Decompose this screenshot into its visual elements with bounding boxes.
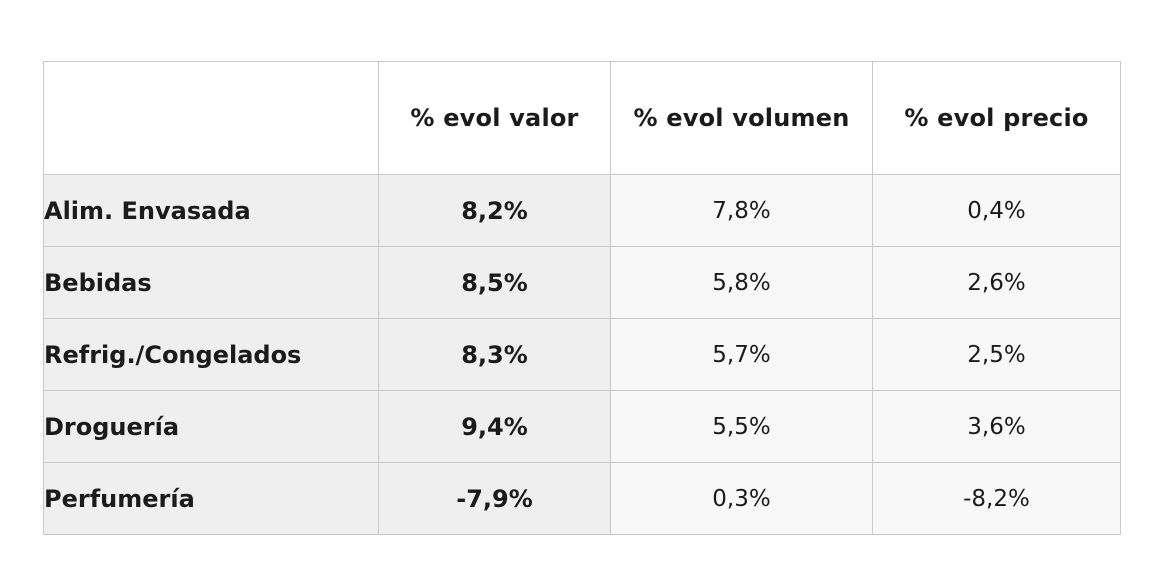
cell-evol-precio: 2,6% <box>872 246 1121 319</box>
cell-evol-volumen: 5,7% <box>610 318 873 391</box>
cell-evol-valor: 9,4% <box>378 390 611 463</box>
cell-evol-precio: 3,6% <box>872 390 1121 463</box>
header-evol-volumen: % evol volumen <box>610 61 873 175</box>
table-row: Bebidas 8,5% 5,8% 2,6% <box>43 246 1121 319</box>
cell-evol-valor: 8,5% <box>378 246 611 319</box>
header-evol-valor: % evol valor <box>378 61 611 175</box>
evolution-table: % evol valor % evol volumen % evol preci… <box>43 61 1121 535</box>
row-label: Alim. Envasada <box>43 174 379 247</box>
cell-evol-volumen: 5,5% <box>610 390 873 463</box>
row-label: Bebidas <box>43 246 379 319</box>
table-row: Alim. Envasada 8,2% 7,8% 0,4% <box>43 174 1121 247</box>
table-row: Perfumería -7,9% 0,3% -8,2% <box>43 462 1121 535</box>
table-row: Droguería 9,4% 5,5% 3,6% <box>43 390 1121 463</box>
table-header-row: % evol valor % evol volumen % evol preci… <box>43 61 1121 175</box>
cell-evol-volumen: 0,3% <box>610 462 873 535</box>
table-row: Refrig./Congelados 8,3% 5,7% 2,5% <box>43 318 1121 391</box>
row-label: Refrig./Congelados <box>43 318 379 391</box>
cell-evol-volumen: 5,8% <box>610 246 873 319</box>
header-corner-cell <box>43 61 379 175</box>
cell-evol-precio: -8,2% <box>872 462 1121 535</box>
row-label: Perfumería <box>43 462 379 535</box>
cell-evol-valor: -7,9% <box>378 462 611 535</box>
cell-evol-volumen: 7,8% <box>610 174 873 247</box>
cell-evol-precio: 0,4% <box>872 174 1121 247</box>
cell-evol-valor: 8,3% <box>378 318 611 391</box>
cell-evol-valor: 8,2% <box>378 174 611 247</box>
cell-evol-precio: 2,5% <box>872 318 1121 391</box>
row-label: Droguería <box>43 390 379 463</box>
header-evol-precio: % evol precio <box>872 61 1121 175</box>
